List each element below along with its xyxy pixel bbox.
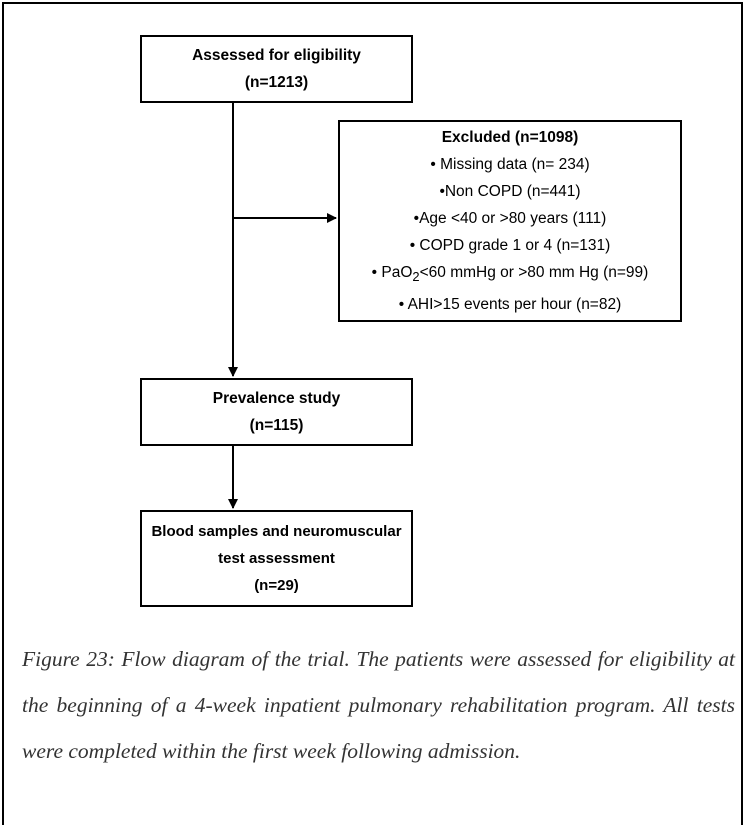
box-title: Blood samples and neuromuscular <box>151 523 402 540</box>
box-prevalence: Prevalence study (n=115) <box>140 378 413 446</box>
box-assessed: Assessed for eligibility (n=1213) <box>140 35 413 103</box>
caption: Figure 23: Flow diagram of the trial. Th… <box>22 647 735 763</box>
box-count: (n=115) <box>249 417 304 434</box>
exclusion-item: •Non COPD (n=441) <box>439 183 581 201</box>
exclusion-item: • AHI>15 events per hour (n=82) <box>398 295 622 313</box>
box-excluded: Excluded (n=1098) • Missing data (n= 234… <box>338 120 682 322</box>
exclusion-item: • Missing data (n= 234) <box>430 156 590 174</box>
box-blood: Blood samples and neuromuscular test ass… <box>140 510 413 607</box>
box-title: Excluded (n=1098) <box>441 129 579 147</box>
box-title: Prevalence study <box>212 390 341 407</box>
text: <60 mmHg or >80 mm Hg (n=99) <box>419 264 649 282</box>
exclusion-item: • COPD grade 1 or 4 (n=131) <box>409 237 611 255</box>
box-title: test assessment <box>218 550 335 567</box>
box-title: Assessed for eligibility <box>192 47 361 64</box>
exclusion-item: • PaO2<60 mmHg or >80 mm Hg (n=99) <box>340 259 680 290</box>
subscript: 2 <box>412 269 420 285</box>
box-count: (n=29) <box>254 577 299 594</box>
box-count: (n=1213) <box>244 74 309 91</box>
text: • PaO <box>371 264 413 282</box>
exclusion-item: •Age <40 or >80 years (111) <box>413 210 607 228</box>
